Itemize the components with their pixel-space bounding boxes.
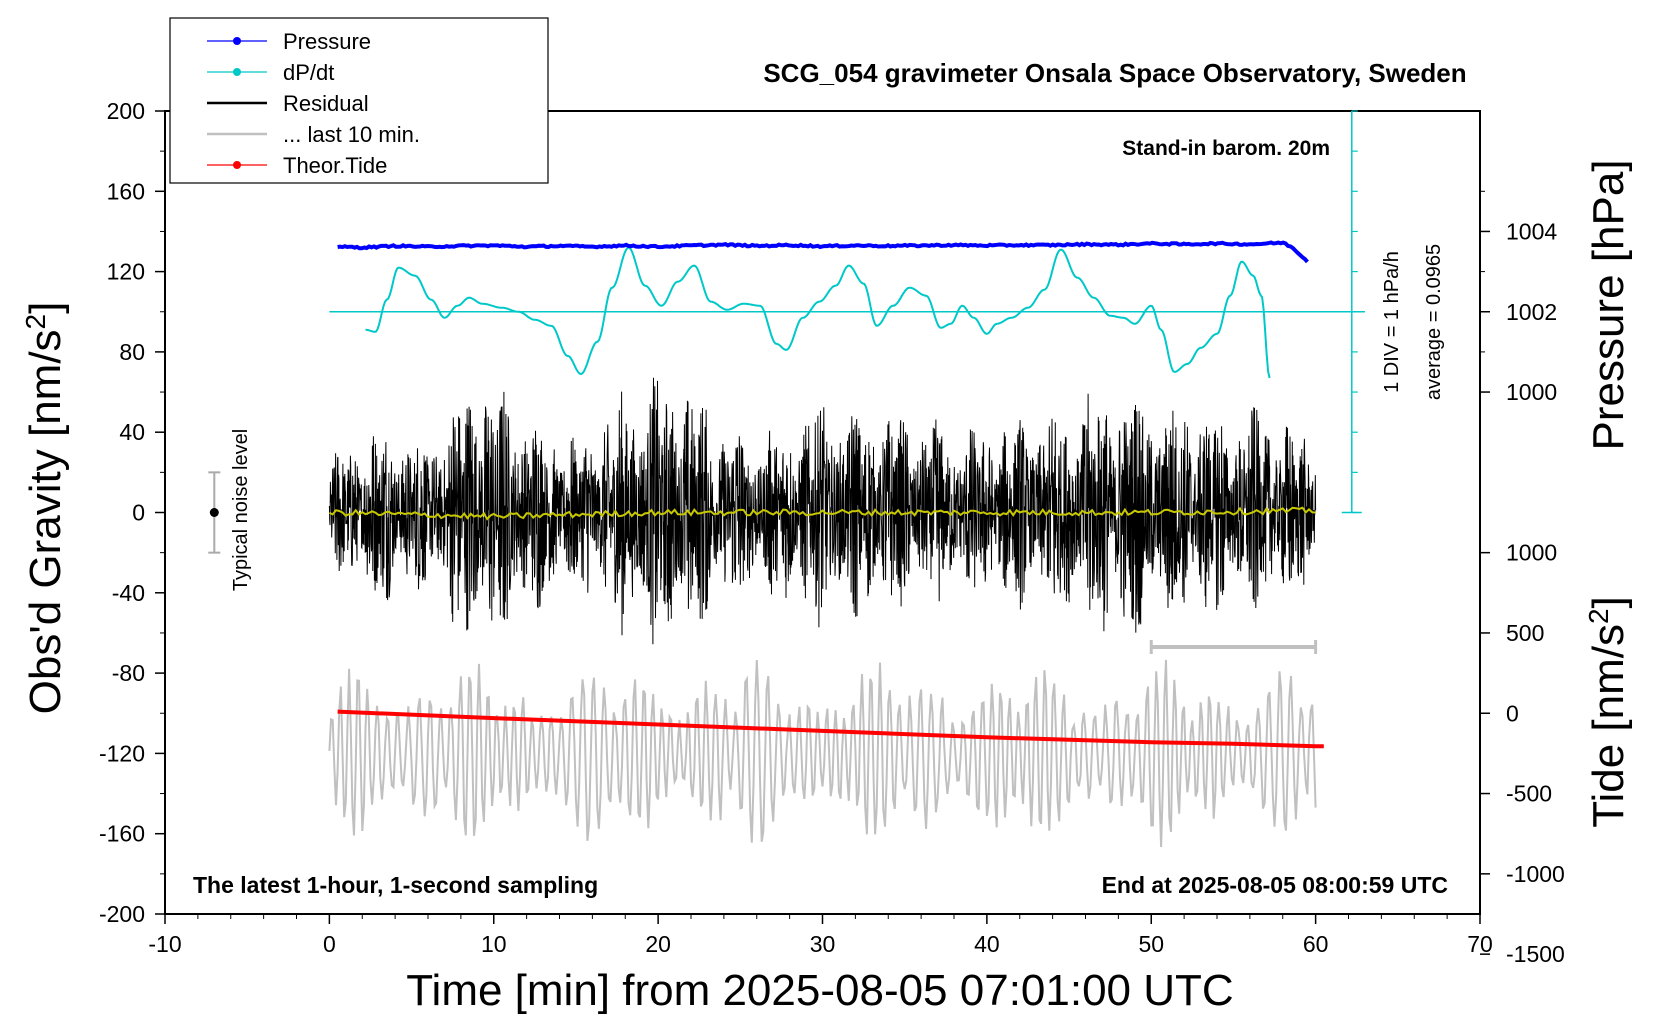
tide-axis-title-close: ] (1584, 596, 1633, 608)
y-tick-label: -160 (99, 821, 145, 847)
tide-axis-title: Tide [nm/s2] (1583, 596, 1634, 828)
y-tick-label: 120 (107, 259, 145, 285)
y-tick-label: 40 (119, 419, 145, 445)
legend-label: Theor.Tide (283, 153, 387, 178)
tide-tick-label: -1000 (1506, 861, 1565, 887)
left-axis-title-main: Obs'd Gravity [nm/s (21, 329, 70, 714)
tide-axis-title-sup: 2 (1583, 608, 1614, 624)
x-tick-label: 30 (810, 931, 836, 957)
traces-group (328, 110, 1365, 848)
annotations-group (208, 471, 1318, 655)
sampling-annotation: The latest 1-hour, 1-second sampling (193, 872, 598, 898)
x-tick-label: -10 (148, 931, 181, 957)
legend-label: Pressure (283, 29, 371, 54)
legend: Pressure dP/dt Residual ... last 10 min. The… (169, 17, 549, 184)
residual-trace (328, 377, 1317, 645)
y-tick-label: 0 (132, 500, 145, 526)
tide-tick-label: 500 (1506, 620, 1544, 646)
end-time-annotation: End at 2025-08-05 08:00:59 UTC (1102, 872, 1448, 898)
tide-tick-label: -1500 (1506, 941, 1565, 967)
x-tick-label: 40 (974, 931, 1000, 957)
dpdt-div-annotation: 1 DIV = 1 hPa/h (1381, 251, 1403, 393)
pressure-tick-label: 1002 (1506, 299, 1557, 325)
x-tick-label: 60 (1303, 931, 1329, 957)
x-tick-label: 70 (1467, 931, 1493, 957)
pressure-tick-label: 1000 (1506, 379, 1557, 405)
left-axis-title-close: ] (21, 302, 70, 314)
y-tick-label: -80 (112, 660, 145, 686)
y-tick-label: 160 (107, 178, 145, 204)
dpdt-trace (365, 246, 1271, 379)
left-axis-title-sup: 2 (20, 314, 51, 330)
legend-label: dP/dt (283, 60, 334, 85)
chart-title: SCG_054 gravimeter Onsala Space Observat… (763, 58, 1466, 88)
noise-bar-dot (209, 508, 219, 517)
x-tick-label: 20 (645, 931, 671, 957)
pressure-tick-label: 1004 (1506, 218, 1557, 244)
y-tick-label: 80 (119, 339, 145, 365)
legend-marker (233, 161, 241, 169)
last-10-min-trace (328, 659, 1317, 848)
legend-marker (233, 37, 241, 45)
y-tick-label: -120 (99, 740, 145, 766)
y-tick-label: -200 (99, 901, 145, 927)
tide-axis-title-main: Tide [nm/s (1584, 624, 1633, 828)
pressure-trace (337, 240, 1309, 264)
axes-group: -10 0 10 20 30 40 50 60 70 200 160 120 80 40 0 -40 -80 -1… (99, 98, 1565, 967)
tide-trace (337, 709, 1324, 749)
barometer-annotation: Stand-in barom. 20m (1122, 137, 1330, 160)
legend-marker (233, 68, 241, 76)
residual-mean-trace (328, 506, 1316, 521)
y-tick-label: -40 (112, 580, 145, 606)
left-axis-title: Obs'd Gravity [nm/s2] (20, 302, 71, 715)
x-tick-label: 0 (323, 931, 336, 957)
x-tick-label: 10 (481, 931, 507, 957)
legend-box (169, 17, 549, 184)
x-tick-label: 50 (1138, 931, 1164, 957)
noise-level-annotation: Typical noise level (230, 429, 252, 591)
y-tick-label: 200 (107, 98, 145, 124)
tide-tick-label: -500 (1506, 781, 1552, 807)
tide-tick-label: 1000 (1506, 540, 1557, 566)
tide-tick-label: 0 (1506, 700, 1519, 726)
pressure-axis-title: Pressure [hPa] (1584, 159, 1633, 450)
legend-label: Residual (283, 91, 369, 116)
x-axis-title: Time [min] from 2025-08-05 07:01:00 UTC (406, 966, 1233, 1015)
dpdt-average-annotation: average = 0.0965 (1423, 244, 1445, 400)
legend-label: ... last 10 min. (283, 122, 420, 147)
